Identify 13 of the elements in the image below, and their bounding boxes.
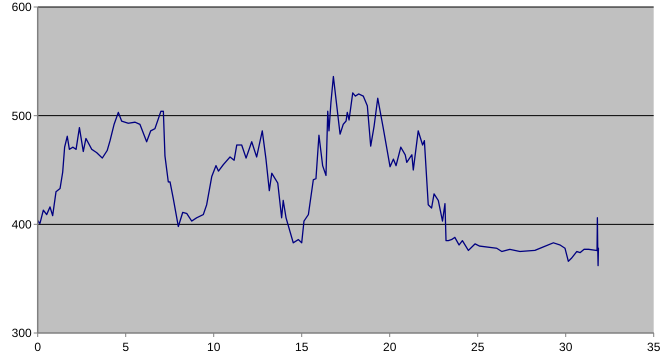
line-series: [37, 76, 600, 266]
y-tick-label: 300: [12, 326, 32, 340]
x-tick-label: 30: [559, 340, 573, 354]
x-tick-label: 20: [383, 340, 397, 354]
x-tick-label: 5: [122, 340, 130, 354]
x-tick-label: 25: [471, 340, 485, 354]
x-tick-label: 35: [647, 340, 661, 354]
y-tick-label: 500: [12, 108, 32, 123]
y-tick-label: 400: [12, 218, 32, 232]
y-tick-label: 600: [12, 0, 32, 14]
x-tick-label: 10: [207, 340, 221, 354]
x-tick-label: 0: [34, 340, 42, 354]
x-tick-label: 15: [295, 340, 309, 354]
